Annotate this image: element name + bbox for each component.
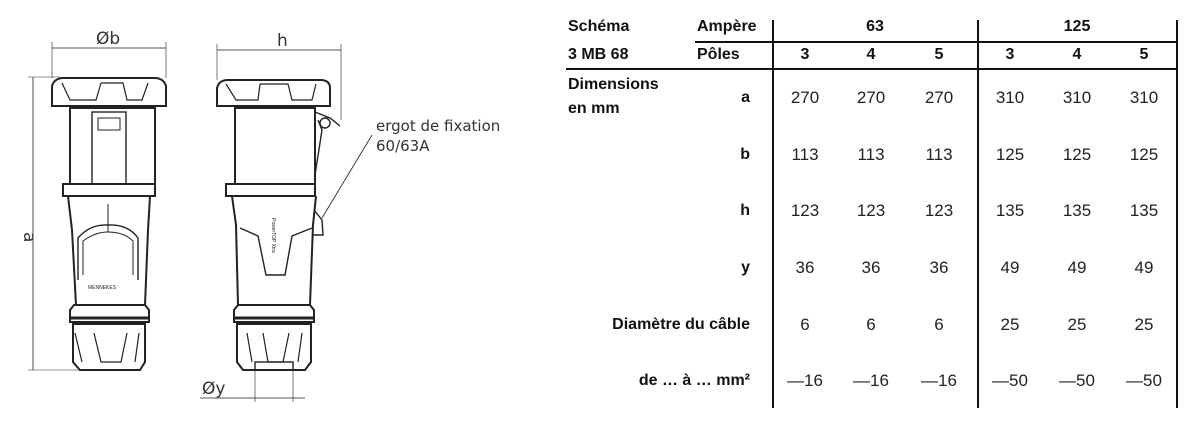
- table-cell: 36: [795, 258, 815, 277]
- table-cell: 310: [995, 88, 1025, 107]
- table-cell: 310: [1129, 88, 1159, 107]
- poles-header: 3: [800, 46, 810, 63]
- dimensions-unit: en mm: [568, 100, 620, 117]
- poles-header: 3: [1005, 46, 1015, 63]
- ampere-label: Ampère: [697, 18, 757, 35]
- table-cell: 270: [924, 88, 954, 107]
- table-cell: 135: [995, 201, 1025, 220]
- table-cell: 49: [1000, 258, 1020, 277]
- table-cell: —50: [1059, 371, 1095, 390]
- poles-header: 4: [866, 46, 876, 63]
- table-cell: 125: [1062, 145, 1092, 164]
- table-cell: —50: [992, 371, 1028, 390]
- brand-mark: MENNEKES: [88, 285, 117, 291]
- row-label: y: [741, 259, 750, 276]
- dimension-y: Øy: [200, 365, 305, 402]
- dimensions-label: Dimensions: [568, 76, 659, 93]
- group-63: 63: [866, 18, 884, 35]
- table-cell: —16: [787, 371, 823, 390]
- table-cell: —16: [853, 371, 889, 390]
- group-125: 125: [1063, 18, 1091, 35]
- table-cell: 36: [929, 258, 949, 277]
- table-cell: —50: [1126, 371, 1162, 390]
- dimension-b: Øb: [51, 29, 167, 78]
- row-label: de … à … mm²: [638, 372, 750, 389]
- table-cell: 123: [924, 201, 954, 220]
- side-mark: PowerTOP Xtra: [270, 218, 276, 253]
- table-cell: 135: [1062, 201, 1092, 220]
- table-cell: —16: [921, 371, 957, 390]
- table-cell: 270: [790, 88, 820, 107]
- table-cell: 123: [856, 201, 886, 220]
- dimension-a: a: [19, 76, 80, 371]
- table-cell: 25: [1000, 315, 1020, 334]
- table-cell: 113: [791, 145, 819, 164]
- schema-value: 3 MB 68: [568, 46, 629, 63]
- table-cell: 6: [934, 315, 944, 334]
- technical-drawing: Øb a MENNEKES h Øy: [19, 29, 500, 402]
- table-cell: 6: [866, 315, 876, 334]
- socket-side-view: PowerTOP Xtra: [216, 79, 341, 371]
- table-cell: 25: [1067, 315, 1087, 334]
- table-cell: 113: [925, 145, 953, 164]
- row-label: a: [741, 89, 750, 106]
- table-cell: 270: [856, 88, 886, 107]
- table-cell: 113: [857, 145, 885, 164]
- svg-text:ergot de fixation: ergot de fixation: [376, 117, 500, 135]
- table-cell: 125: [1129, 145, 1159, 164]
- poles-header: 5: [934, 46, 944, 63]
- table-cell: 25: [1134, 315, 1154, 334]
- table-cell: 310: [1062, 88, 1092, 107]
- svg-text:60/63A: 60/63A: [376, 137, 430, 155]
- socket-front-view: MENNEKES: [51, 77, 167, 371]
- dimension-h: h: [216, 31, 342, 120]
- svg-text:a: a: [19, 232, 39, 242]
- schema-label: Schéma: [568, 18, 630, 35]
- table-cell: 6: [800, 315, 810, 334]
- table-cell: 36: [861, 258, 881, 277]
- svg-text:Øb: Øb: [96, 29, 120, 49]
- table-cell: 49: [1067, 258, 1087, 277]
- table-cell: 135: [1129, 201, 1159, 220]
- poles-header: 5: [1139, 46, 1149, 63]
- poles-label: Pôles: [697, 46, 740, 63]
- table-cell: 125: [995, 145, 1025, 164]
- row-label: h: [740, 202, 750, 219]
- annotation-fixing-lug: ergot de fixation 60/63A: [321, 117, 500, 219]
- table-cell: 49: [1134, 258, 1154, 277]
- row-label: b: [740, 146, 750, 163]
- poles-header: 4: [1072, 46, 1082, 63]
- row-label: Diamètre du câble: [612, 316, 750, 333]
- svg-text:Øy: Øy: [202, 379, 225, 399]
- table-cell: 123: [790, 201, 820, 220]
- svg-text:h: h: [277, 31, 288, 51]
